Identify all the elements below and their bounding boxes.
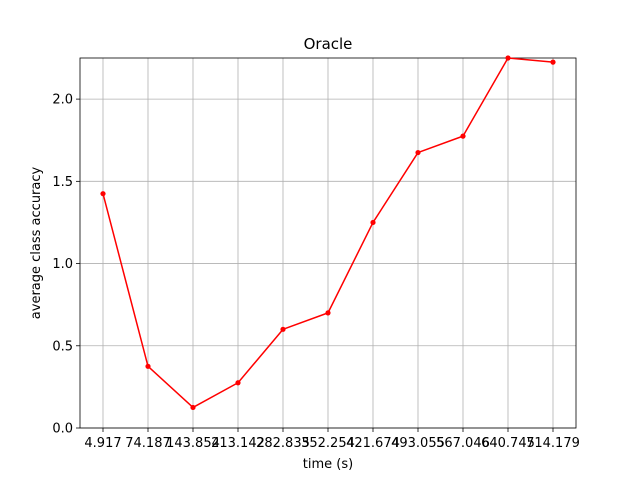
y-tick-label: 1.5	[52, 175, 73, 190]
data-point	[190, 404, 196, 411]
data-point	[370, 219, 376, 226]
chart-title: Oracle	[304, 35, 353, 53]
x-tick-label: 4.917	[84, 436, 121, 451]
data-point	[550, 59, 556, 65]
y-axis-label: average class accuracy	[29, 166, 44, 319]
x-axis-ticks: 4.917 74.187143.854213.142282.835352.2544…	[84, 428, 580, 451]
x-tick-label: 352.254	[301, 436, 355, 451]
y-tick-label: 1.0	[52, 257, 73, 272]
x-tick-label: 421.674	[346, 436, 400, 451]
x-tick-label: 282.835	[256, 436, 310, 451]
y-tick-label: 2.0	[52, 93, 73, 108]
x-tick-label: 74.187	[125, 436, 171, 451]
y-axis-ticks: 0.0 0.5 1.0 1.5 2.0	[52, 93, 80, 437]
data-point	[100, 191, 106, 197]
y-tick-label: 0.0	[52, 422, 73, 437]
x-tick-label: 143.854	[166, 436, 220, 451]
data-point	[280, 326, 286, 332]
data-point	[145, 363, 151, 369]
data-point	[415, 149, 421, 156]
data-point	[235, 380, 241, 386]
x-axis-label: time (s)	[303, 457, 353, 472]
data-point	[460, 133, 466, 139]
x-tick-label: 567.046	[436, 436, 490, 451]
data-point	[505, 55, 511, 61]
x-tick-label: 213.142	[211, 436, 265, 451]
x-tick-label: 714.179	[526, 436, 580, 451]
x-tick-label: 640.745	[481, 436, 535, 451]
data-point	[325, 310, 331, 316]
y-tick-label: 0.5	[52, 339, 73, 354]
x-tick-label: 493.055	[391, 436, 445, 451]
series-group	[100, 55, 556, 411]
